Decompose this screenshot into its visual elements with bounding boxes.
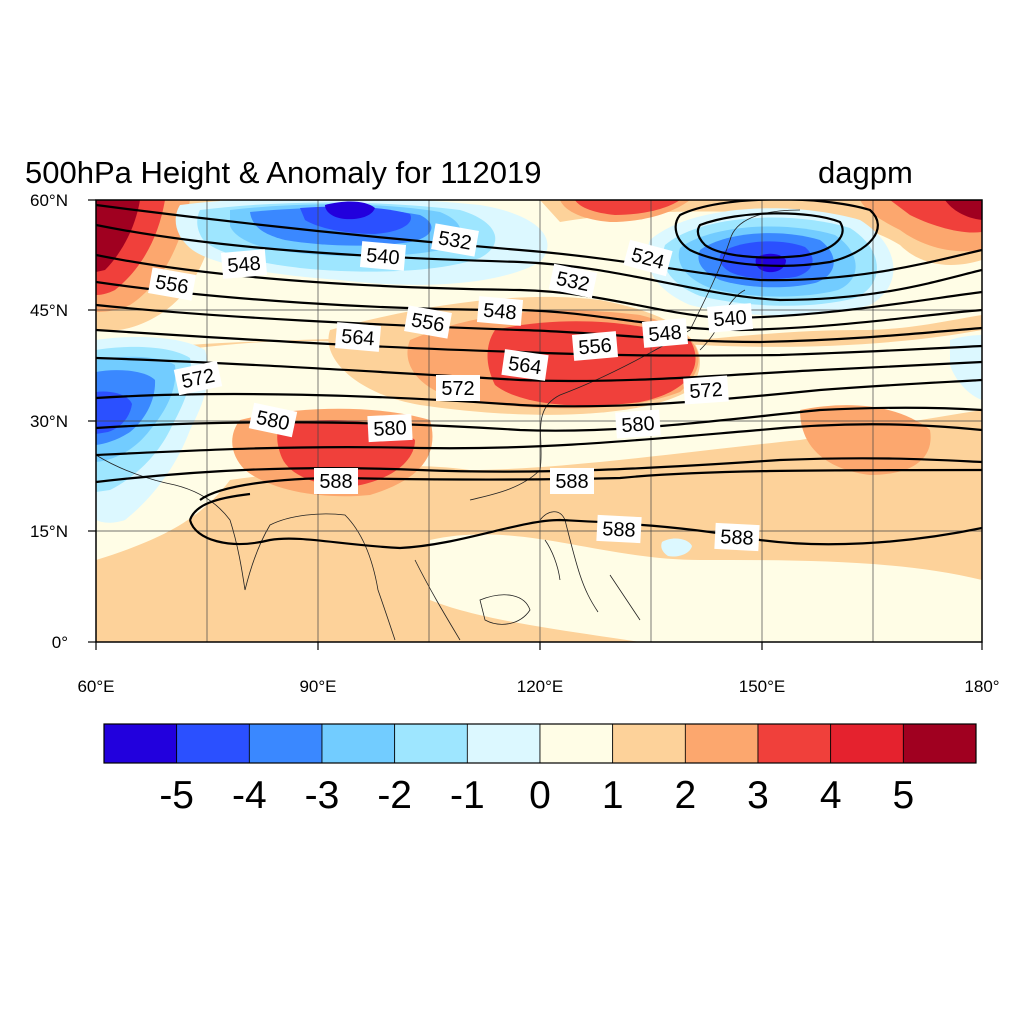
lon-tick-label: 150°E <box>739 677 786 696</box>
contour-labels: 532 540 548 556 524 532 540 548 556 564 … <box>148 223 760 552</box>
colorbar-labels: -5 -4 -3 -2 -1 0 1 2 3 4 5 <box>159 774 914 817</box>
contour-label: 588 <box>602 518 636 542</box>
colorbar-frame <box>103 723 977 764</box>
lat-tick-label: 0° <box>52 633 68 652</box>
colorbar-label: 1 <box>602 774 624 817</box>
lat-tick-label: 45°N <box>30 301 68 320</box>
contour-label: 580 <box>373 417 407 441</box>
colorbar-swatch <box>830 723 904 764</box>
lon-tick-label: 60°E <box>77 677 114 696</box>
colorbar-label: -4 <box>232 774 267 817</box>
colorbar-label: -1 <box>450 774 485 817</box>
longitude-labels: 60°E 90°E 120°E 150°E 180° <box>77 677 999 696</box>
contour-label: 572 <box>689 379 724 403</box>
contour-label: 540 <box>365 245 400 270</box>
tick-marks <box>88 199 983 650</box>
colorbar-swatch <box>757 723 832 764</box>
height-contours <box>96 200 982 550</box>
contour-label: 556 <box>578 335 613 360</box>
lat-tick-label: 15°N <box>30 522 68 541</box>
contour-label: 588 <box>319 471 352 493</box>
lon-tick-label: 120°E <box>517 677 564 696</box>
colorbar <box>103 723 977 764</box>
colorbar-label: 5 <box>892 774 914 817</box>
colorbar-swatch <box>394 723 468 764</box>
colorbar-swatch <box>176 723 250 764</box>
contour-label: 548 <box>648 322 683 347</box>
colorbar-label: 3 <box>747 774 769 817</box>
colorbar-label: 2 <box>674 774 696 817</box>
lat-tick-label: 30°N <box>30 412 68 431</box>
colorbar-label: 4 <box>820 774 842 817</box>
contour-label: 564 <box>340 326 375 351</box>
contour-label: 564 <box>507 353 543 379</box>
colorbar-swatch <box>612 723 686 764</box>
colorbar-label: -5 <box>159 774 194 817</box>
colorbar-swatch <box>539 723 614 764</box>
lon-tick-label: 90°E <box>299 677 336 696</box>
contour-label: 548 <box>482 300 517 325</box>
contour-label: 580 <box>621 413 656 437</box>
colorbar-swatch <box>103 723 178 764</box>
plot-title: 500hPa Height & Anomaly for 112019 <box>25 155 541 190</box>
lon-tick-label: 180° <box>964 677 999 696</box>
colorbar-label: 0 <box>529 774 551 817</box>
colorbar-label: -3 <box>305 774 340 817</box>
colorbar-swatch <box>248 723 323 764</box>
colorbar-swatch <box>902 723 977 764</box>
colorbar-swatch <box>466 723 541 764</box>
latitude-labels: 60°N 45°N 30°N 15°N 0° <box>30 191 68 652</box>
contour-label: 540 <box>713 307 748 332</box>
contour-label: 588 <box>555 471 588 493</box>
contour-label: 588 <box>720 526 754 550</box>
contour-label: 572 <box>441 378 474 400</box>
colorbar-swatch <box>684 723 759 764</box>
colorbar-label: -2 <box>377 774 412 817</box>
colorbar-swatch <box>321 723 396 764</box>
units-label: dagpm <box>818 155 913 190</box>
contour-label: 548 <box>227 253 262 278</box>
graticule <box>96 200 982 642</box>
lat-tick-label: 60°N <box>30 191 68 210</box>
